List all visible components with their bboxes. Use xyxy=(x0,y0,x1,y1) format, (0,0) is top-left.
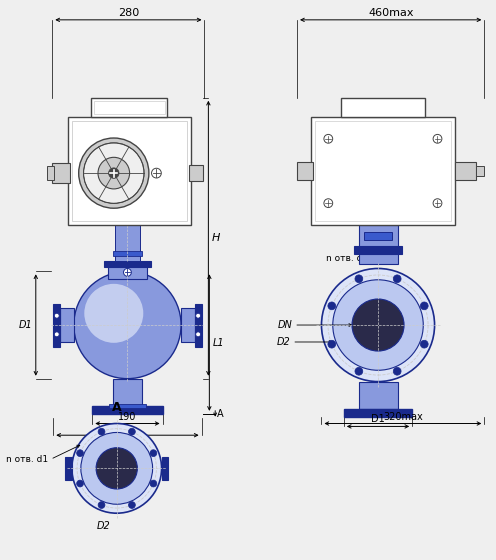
Bar xyxy=(115,225,140,260)
Circle shape xyxy=(55,332,59,337)
Bar xyxy=(297,162,312,180)
Circle shape xyxy=(83,143,144,203)
Circle shape xyxy=(98,428,105,435)
Circle shape xyxy=(74,272,181,379)
Circle shape xyxy=(79,138,149,208)
Circle shape xyxy=(98,502,105,508)
Circle shape xyxy=(98,157,129,189)
Circle shape xyxy=(196,313,200,318)
Bar xyxy=(354,246,402,254)
Bar xyxy=(344,409,412,417)
Bar xyxy=(68,118,191,225)
Text: A: A xyxy=(217,409,224,419)
Circle shape xyxy=(150,450,157,456)
Bar xyxy=(109,404,146,408)
Text: 190: 190 xyxy=(118,412,136,422)
Circle shape xyxy=(128,428,135,435)
Circle shape xyxy=(421,302,428,310)
Bar xyxy=(359,225,397,264)
Bar xyxy=(113,379,142,406)
Circle shape xyxy=(77,480,83,487)
Text: D1: D1 xyxy=(19,320,33,330)
Bar xyxy=(72,122,187,221)
Bar xyxy=(195,304,201,347)
Text: A: A xyxy=(112,401,122,414)
Circle shape xyxy=(81,432,153,504)
Bar xyxy=(359,381,397,409)
Text: D2: D2 xyxy=(277,337,290,347)
Bar xyxy=(53,164,70,183)
Circle shape xyxy=(393,367,401,375)
Circle shape xyxy=(324,134,333,143)
Circle shape xyxy=(355,367,363,375)
Circle shape xyxy=(150,480,157,487)
Text: H: H xyxy=(211,234,220,243)
Circle shape xyxy=(324,199,333,208)
Bar xyxy=(94,101,165,114)
Circle shape xyxy=(393,275,401,283)
Bar xyxy=(113,251,142,256)
Circle shape xyxy=(421,340,428,348)
Circle shape xyxy=(152,168,161,178)
Bar xyxy=(60,309,74,342)
Bar xyxy=(65,456,72,480)
Bar xyxy=(92,406,163,414)
Circle shape xyxy=(333,280,423,370)
Circle shape xyxy=(321,268,434,381)
Bar xyxy=(91,98,168,118)
Bar xyxy=(365,232,392,240)
Bar xyxy=(455,162,477,180)
Bar xyxy=(162,456,169,480)
Bar xyxy=(181,309,195,342)
Text: 320max: 320max xyxy=(383,412,423,422)
Circle shape xyxy=(328,302,336,310)
Text: n отв. d: n отв. d xyxy=(326,254,363,263)
Bar xyxy=(47,166,55,180)
Circle shape xyxy=(128,502,135,508)
Circle shape xyxy=(55,313,59,318)
Text: L: L xyxy=(124,423,130,433)
Circle shape xyxy=(72,423,162,513)
Circle shape xyxy=(433,134,442,143)
Circle shape xyxy=(352,299,404,351)
Circle shape xyxy=(109,168,119,179)
Circle shape xyxy=(77,450,83,456)
Bar xyxy=(189,165,202,181)
Bar xyxy=(104,260,151,268)
Circle shape xyxy=(433,199,442,208)
Circle shape xyxy=(328,340,336,348)
Text: D2: D2 xyxy=(96,521,110,531)
Bar xyxy=(477,166,484,176)
Circle shape xyxy=(355,275,363,283)
Bar xyxy=(54,304,60,347)
Bar xyxy=(311,118,455,225)
Circle shape xyxy=(84,284,143,343)
Circle shape xyxy=(124,268,131,276)
Circle shape xyxy=(96,448,137,489)
Bar xyxy=(108,262,147,279)
Text: DN: DN xyxy=(277,320,292,330)
Text: 460max: 460max xyxy=(368,8,414,18)
Bar xyxy=(341,98,425,118)
Text: 280: 280 xyxy=(118,8,139,18)
Text: n отв. d1: n отв. d1 xyxy=(6,455,49,464)
Bar xyxy=(314,122,451,221)
Text: D1: D1 xyxy=(371,414,385,424)
Circle shape xyxy=(196,332,200,337)
Text: L1: L1 xyxy=(212,338,224,348)
